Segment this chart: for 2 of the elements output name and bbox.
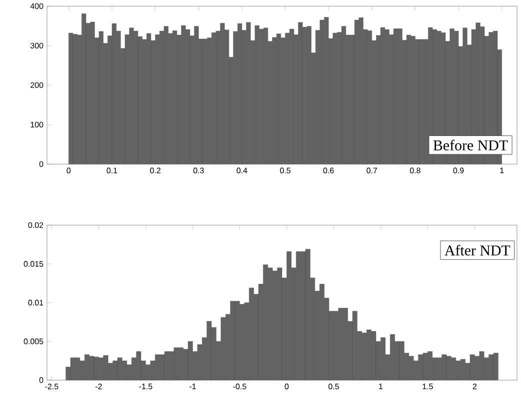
- annotation: Before NDT: [433, 140, 508, 150]
- annotation: After NDT: [444, 244, 510, 256]
